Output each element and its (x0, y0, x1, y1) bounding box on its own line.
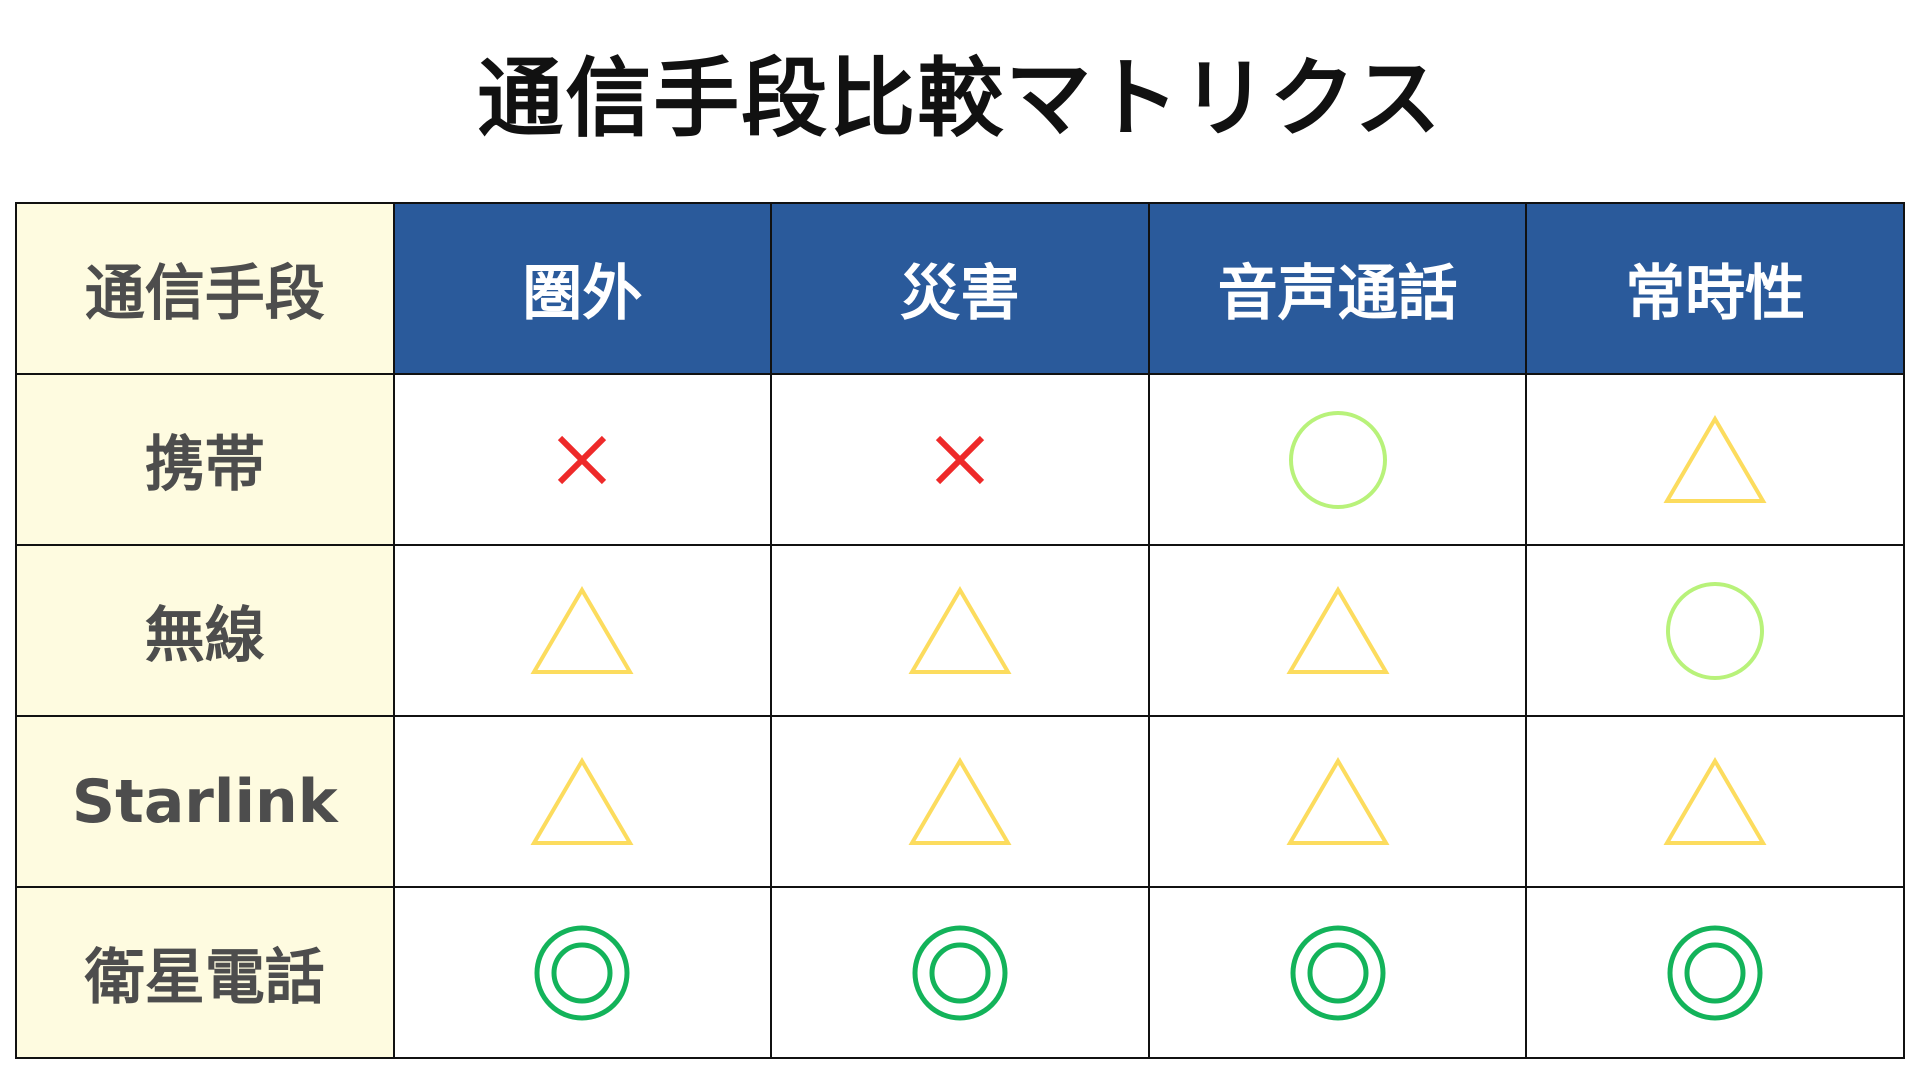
column-header: 圏外 (392, 202, 773, 375)
circle-icon (1527, 579, 1903, 683)
rating-cell (770, 373, 1150, 546)
rating-cell (1147, 544, 1528, 717)
rating-cell (1525, 715, 1905, 888)
cross-icon (772, 430, 1148, 490)
rating-cell (1147, 373, 1528, 546)
table-row: 無線 (15, 544, 1905, 717)
triangle-icon (1150, 585, 1526, 676)
rating-cell (770, 544, 1150, 717)
triangle-icon (395, 756, 771, 847)
triangle-icon (1527, 756, 1903, 847)
triangle-icon (772, 585, 1148, 676)
rating-cell (392, 373, 773, 546)
double-circle-icon (1150, 923, 1526, 1023)
double-circle-icon (772, 923, 1148, 1023)
column-header: 常時性 (1525, 202, 1905, 375)
triangle-icon (1527, 414, 1903, 505)
row-header: 衛星電話 (15, 886, 395, 1059)
triangle-icon (1150, 756, 1526, 847)
row-header: Starlink (15, 715, 395, 888)
column-header: 音声通話 (1147, 202, 1528, 375)
rating-cell (770, 886, 1150, 1059)
page-title: 通信手段比較マトリクス (477, 49, 1443, 149)
cross-icon (395, 430, 771, 490)
triangle-icon (395, 585, 771, 676)
rating-cell (1147, 886, 1528, 1059)
table-row: Starlink (15, 715, 1905, 888)
corner-header: 通信手段 (15, 202, 395, 375)
header-row: 通信手段 圏外 災害 音声通話 常時性 (15, 202, 1905, 375)
rating-cell (1147, 715, 1528, 888)
row-header: 携帯 (15, 373, 395, 546)
comparison-matrix: 通信手段 圏外 災害 音声通話 常時性 携帯 無線 Starlink 衛星電話 (15, 202, 1905, 1059)
rating-cell (1525, 373, 1905, 546)
circle-icon (1150, 408, 1526, 512)
rating-cell (1525, 886, 1905, 1059)
column-header: 災害 (770, 202, 1150, 375)
triangle-icon (772, 756, 1148, 847)
rating-cell (1525, 544, 1905, 717)
rating-cell (392, 544, 773, 717)
rating-cell (770, 715, 1150, 888)
table-row: 携帯 (15, 373, 1905, 546)
double-circle-icon (395, 923, 771, 1023)
double-circle-icon (1527, 923, 1903, 1023)
rating-cell (392, 715, 773, 888)
table-row: 衛星電話 (15, 886, 1905, 1059)
rating-cell (392, 886, 773, 1059)
row-header: 無線 (15, 544, 395, 717)
